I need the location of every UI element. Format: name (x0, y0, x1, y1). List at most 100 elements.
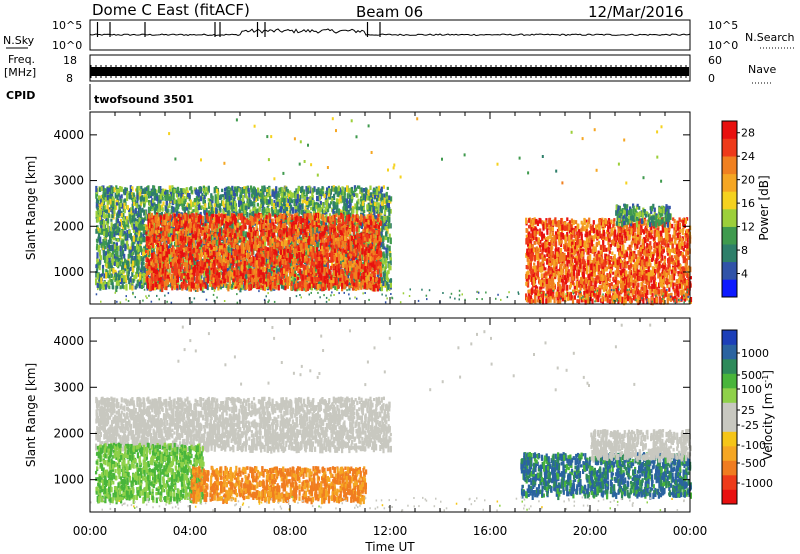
power-heatmap-cell (190, 186, 193, 190)
power-heatmap-cell (333, 246, 336, 250)
power-heatmap-cell (379, 281, 382, 288)
power-heatmap-cell (187, 229, 190, 235)
power-heatmap-cell (250, 283, 254, 290)
power-heatmap-cell (243, 209, 246, 215)
power-heatmap-cell (143, 200, 147, 205)
power-heatmap-cell (99, 217, 102, 221)
power-heatmap-cell (380, 186, 383, 193)
power-heatmap-cell (124, 224, 127, 230)
power-heatmap-cell (137, 185, 140, 191)
power-heatmap-cell (157, 213, 160, 221)
power-heatmap-cell (295, 188, 298, 193)
power-heatmap-cell (258, 206, 261, 212)
power-heatmap-cell (263, 206, 266, 213)
power-heatmap-cell (200, 244, 203, 250)
power-heatmap-cell (176, 205, 179, 212)
power-heatmap-cell (167, 283, 170, 287)
power-heatmap-cell (368, 206, 371, 212)
power-heatmap-cell (164, 191, 167, 195)
power-heatmap-cell (265, 190, 269, 197)
power-heatmap-cell (232, 202, 235, 210)
power-heatmap-cell (340, 190, 343, 196)
power-heatmap-cell (229, 284, 232, 289)
power-heatmap-cell (361, 201, 364, 206)
power-heatmap-cell (100, 228, 103, 235)
power-heatmap-cell (129, 185, 132, 190)
nsky-tick-bottom: 10^0 (52, 39, 82, 52)
power-heatmap-cell (278, 187, 281, 192)
power-heatmap-cell (203, 207, 206, 211)
power-heatmap-cell (329, 188, 332, 195)
power-heatmap-cell (214, 199, 217, 204)
power-heatmap-cell (298, 194, 302, 202)
power-heatmap-cell (191, 201, 195, 208)
power-heatmap-cell (308, 242, 311, 249)
power-heatmap-cell (143, 271, 146, 278)
power-heatmap-cell (337, 192, 340, 196)
power-heatmap-cell (347, 260, 350, 265)
power-heatmap-cell (209, 201, 212, 207)
power-heatmap-cell (187, 210, 190, 217)
power-heatmap-cell (289, 197, 292, 203)
power-heatmap-cell (345, 198, 348, 206)
power-heatmap-cell (375, 206, 378, 210)
power-heatmap-cell (122, 213, 125, 220)
power-heatmap-cell (105, 217, 108, 221)
power-heatmap-cell (196, 192, 199, 198)
power-heatmap-cell (296, 188, 299, 196)
power-heatmap-cell (168, 185, 171, 190)
power-heatmap-cell (349, 282, 352, 287)
power-heatmap-cell (112, 187, 115, 193)
power-heatmap-cell (153, 208, 156, 214)
power-heatmap-cell (243, 215, 246, 220)
power-heatmap-cell (262, 202, 265, 209)
power-heatmap-cell (324, 192, 328, 200)
power-heatmap-cell (389, 223, 392, 229)
power-heatmap-cell (263, 196, 267, 204)
power-heatmap-cell (230, 194, 233, 201)
power-heatmap-cell (96, 227, 99, 232)
power-heatmap-cell (301, 203, 304, 210)
power-heatmap-cell (125, 216, 129, 220)
power-heatmap-cell (355, 206, 358, 214)
power-heatmap-cell (118, 204, 121, 211)
power-heatmap-cell (103, 220, 106, 227)
power-heatmap-cell (95, 246, 99, 251)
power-heatmap-cell (131, 265, 134, 272)
power-heatmap-cell (295, 203, 298, 208)
power-heatmap-cell (107, 280, 110, 286)
power-heatmap-cell (215, 207, 218, 214)
power-heatmap-cell (369, 185, 372, 190)
power-heatmap-cell (373, 188, 376, 192)
power-heatmap-cell (114, 256, 117, 264)
power-heatmap-cell (296, 258, 300, 263)
power-heatmap-cell (389, 253, 392, 260)
power-heatmap-cell (334, 283, 337, 291)
power-heatmap-cell (275, 194, 278, 200)
power-heatmap-cell (103, 188, 106, 193)
power-heatmap-cell (374, 234, 378, 240)
power-heatmap-cell (283, 192, 286, 196)
power-heatmap-cell (367, 268, 370, 274)
power-heatmap-cell (367, 240, 370, 248)
date-title: 12/Mar/2016 (588, 3, 684, 21)
power-heatmap-cell (221, 188, 224, 193)
power-heatmap-cell (215, 202, 218, 207)
power-heatmap-cell (97, 199, 100, 204)
power-heatmap-cell (355, 210, 359, 217)
power-heatmap-cell (184, 189, 187, 195)
power-heatmap-cell (135, 255, 138, 261)
power-heatmap-cell (153, 202, 156, 206)
power-heatmap-cell (172, 206, 175, 214)
power-heatmap-cell (178, 284, 182, 290)
power-heatmap-cell (325, 210, 328, 215)
power-heatmap-cell (133, 216, 136, 222)
power-heatmap-cell (173, 188, 176, 194)
power-heatmap-cell (345, 212, 348, 217)
power-heatmap-cell (104, 231, 107, 239)
power-heatmap-cell (317, 196, 320, 202)
power-heatmap-cell (185, 187, 188, 192)
power-heatmap-cell (344, 210, 347, 217)
power-heatmap-cell (107, 209, 110, 213)
power-heatmap-cell (99, 255, 102, 261)
